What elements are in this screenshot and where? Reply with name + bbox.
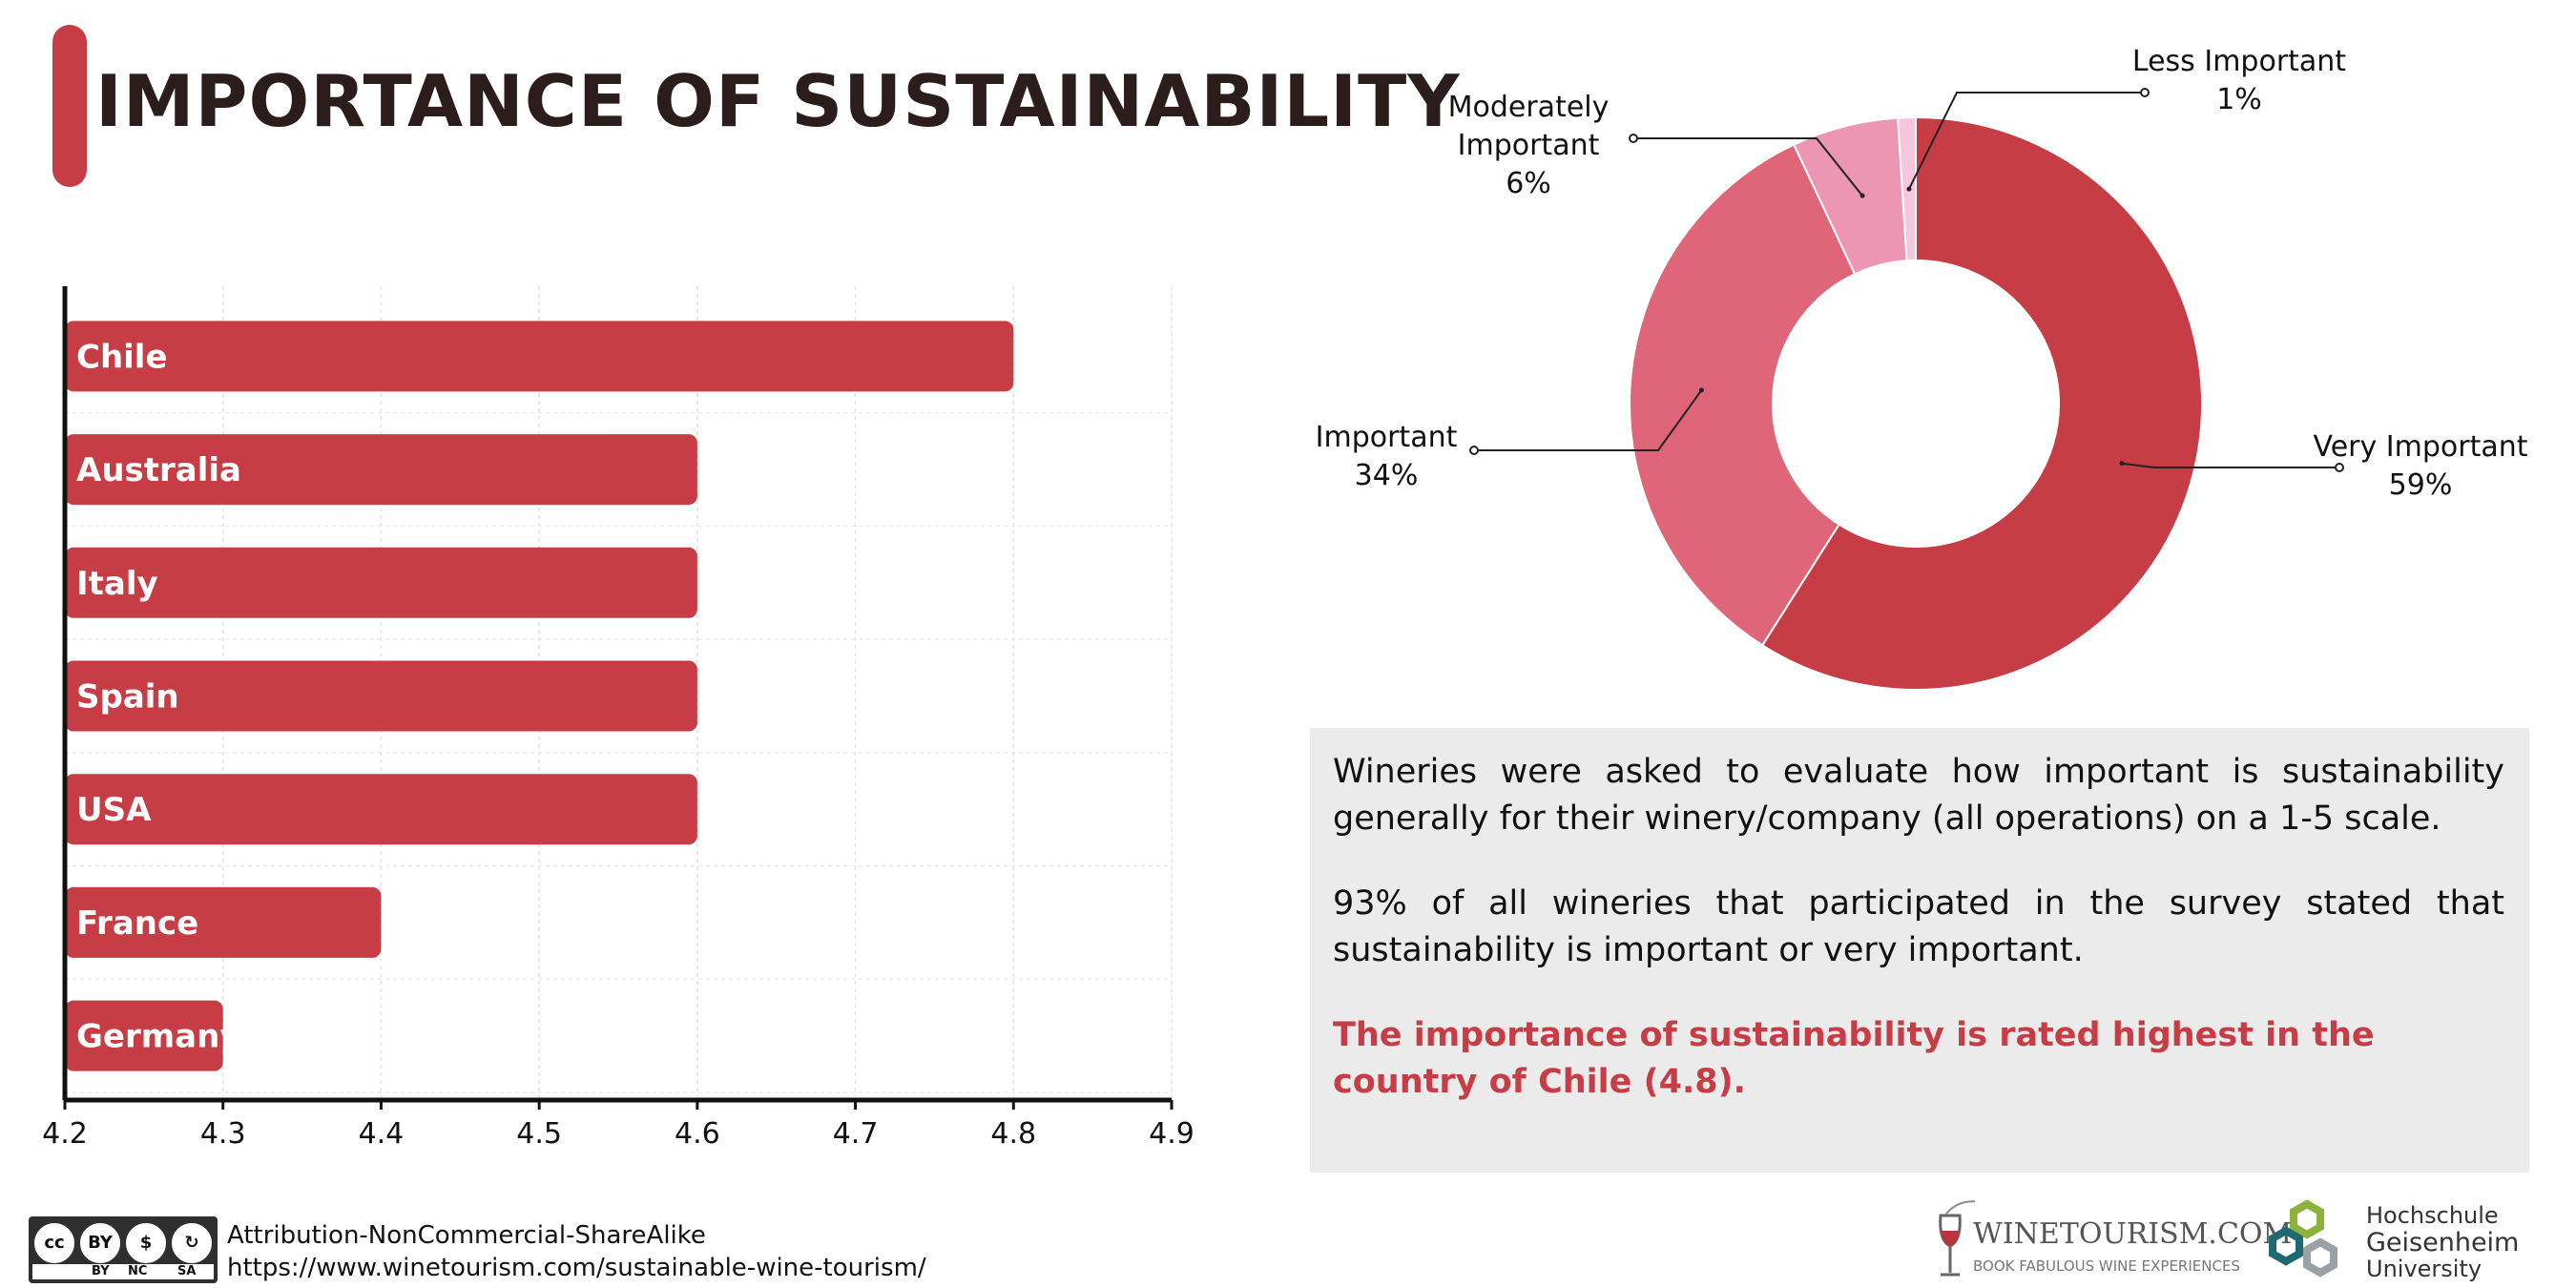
info-highlight: The importance of sustainability is rate… [1333,1016,2375,1101]
info-box: Wineries were asked to evaluate how impo… [1310,728,2529,1173]
winetourism-name: WINETOURISM.COM [1973,1217,2293,1251]
wine-glass-icon [1939,1200,1975,1277]
bar-chile [65,321,1014,392]
moderately-important-leader [1633,137,1863,197]
license-tag-sa: SA [177,1264,197,1278]
license-tag-by: BY [92,1264,110,1278]
moderately-important-pct: 6% [1506,167,1551,200]
bar-spain [65,660,697,732]
important-pct: 34% [1355,459,1419,492]
cc-license-badge[interactable]: cc BY $ ↻ BY NC SA [29,1216,218,1283]
bar-france [65,886,382,958]
info-paragraph-2: 93% of all wineries that participated in… [1333,884,2504,969]
bar-germany [65,1000,223,1071]
x-tick-label-1: 4.3 [200,1117,246,1151]
geisenheim-line1: Hochschule [2366,1202,2499,1229]
x-tick-label-7: 4.9 [1149,1117,1195,1151]
important-leader-end [1469,446,1479,455]
x-tick-label-2: 4.4 [359,1117,405,1151]
bar-italy [65,547,697,618]
bar-label-spain: Spain [76,678,179,717]
page-title: IMPORTANCE OF SUSTAINABILITY [95,59,1461,143]
winetourism-tagline: BOOK FABULOUS WINE EXPERIENCES [1973,1257,2240,1275]
important-leader [1474,389,1703,451]
less-important-name: Less Important [2132,45,2346,78]
attribution: Attribution-NonCommercial-ShareAlike htt… [227,1219,926,1284]
very-important-leader [2121,462,2339,468]
bar-chart: 4.2 4.3 4.4 4.5 4.6 4.7 4.8 4.9 Chile Australia It… [42,286,1195,1151]
bar-label-france: France [76,904,198,943]
hexagon-logo-icon [2269,1199,2337,1278]
less-important-leader-end [2140,88,2150,97]
moderately-important-name-2: Important [1458,129,1600,162]
license-tag-nc: NC [128,1264,148,1278]
license-text: Attribution-NonCommercial-ShareAlike [227,1221,706,1250]
very-important-leader-end [2335,463,2344,472]
bar-label-italy: Italy [76,565,158,603]
geisenheim-logo[interactable]: Hochschule Geisenheim University [2261,1195,2538,1285]
geisenheim-line3: University [2366,1256,2483,1282]
donut-chart: Very Important 59% Important 34% Moderately I… [1316,45,2528,691]
nc-dollar-icon: $ [126,1223,166,1263]
bar-label-germany: Germany [76,1018,240,1056]
less-important-leader-start [1906,186,1912,192]
slice-very-important [1760,115,2203,691]
info-paragraph-1: Wineries were asked to evaluate how impo… [1333,753,2504,838]
bar-label-usa: USA [76,791,152,829]
less-important-pct: 1% [2216,83,2262,116]
x-tick-label-0: 4.2 [42,1117,88,1151]
bar-label-australia: Australia [76,451,241,489]
very-important-leader-start [2119,461,2125,467]
x-tick-label-3: 4.5 [516,1117,562,1151]
by-person-icon: BY [80,1223,120,1263]
sa-share-icon: ↻ [172,1223,212,1263]
slice-important [1629,143,1857,647]
bar-label-chile: Chile [76,338,168,376]
very-important-pct: 59% [2389,468,2453,502]
cc-icon: cc [34,1223,74,1263]
title-accent-bar [52,25,87,187]
important-name: Important [1316,421,1458,454]
bar-usa [65,774,697,845]
moderately-important-name-1: Moderately [1448,91,1610,124]
bar-australia [65,434,697,506]
moderately-important-leader-end [1629,134,1638,143]
x-tick-label-4: 4.6 [675,1117,720,1151]
less-important-leader [1908,92,2145,190]
geisenheim-line2: Geisenheim [2366,1228,2520,1257]
license-tag-strip: BY NC SA [32,1264,214,1279]
very-important-name: Very Important [2314,430,2528,464]
moderately-important-leader-start [1859,193,1865,198]
x-tick-label-5: 4.7 [833,1117,879,1151]
source-url-link[interactable]: https://www.winetourism.com/sustainable-… [227,1254,926,1282]
important-leader-start [1698,387,1704,393]
winetourism-logo[interactable]: WINETOURISM.COM BOOK FABULOUS WINE EXPER… [1927,1195,2292,1280]
x-tick-label-6: 4.8 [990,1117,1036,1151]
